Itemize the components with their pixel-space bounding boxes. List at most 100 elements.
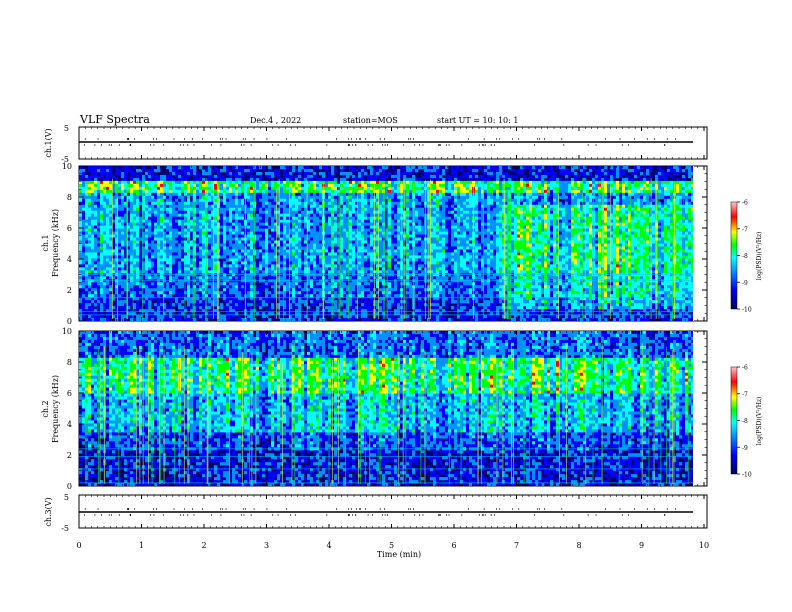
spectrogram-cell [127, 312, 131, 316]
spectrogram-cell [154, 270, 158, 274]
spectrogram-cell [181, 195, 185, 200]
spectrogram-cell [205, 222, 209, 226]
spectrogram-cell [136, 201, 140, 206]
spectrogram-cell [166, 228, 170, 232]
spectrogram-cell [364, 240, 368, 244]
spectrogram-cell [142, 264, 146, 268]
spectrogram-cell [298, 228, 302, 232]
spectrogram-cell [292, 192, 296, 197]
spectrogram-cell [112, 183, 116, 188]
spectrogram-cell [247, 210, 251, 214]
spectrogram-cell [97, 315, 101, 319]
spectrogram-cell [142, 192, 146, 197]
spectrogram-cell [142, 177, 146, 182]
spectrogram-cell [202, 210, 206, 214]
spectrogram-cell [202, 273, 206, 277]
spectrogram-cell [106, 282, 110, 286]
spectrogram-cell [100, 240, 104, 244]
spectrogram-cell [157, 267, 161, 271]
spectrogram-cell [100, 237, 104, 241]
spectrogram-cell [175, 258, 179, 262]
spectrogram-cell [157, 228, 161, 232]
spectrogram-cell [145, 237, 149, 241]
spectrogram-cell [235, 234, 239, 238]
spectrogram-cell [208, 255, 212, 259]
spectrogram-cell [163, 267, 167, 271]
spectrogram-cell [163, 297, 167, 301]
spectrogram-cell [175, 243, 179, 247]
spectrogram-cell [97, 192, 101, 197]
spectrogram-cell [364, 225, 368, 229]
spectrogram-cell [133, 288, 137, 292]
spectrogram-cell [205, 201, 209, 206]
spectrogram-cell [304, 282, 308, 286]
spectrogram-cell [130, 192, 134, 197]
spectrogram-cell [331, 300, 335, 304]
spectrogram-cell [319, 246, 323, 250]
spectrogram-cell [316, 291, 320, 295]
spectrogram-cell [337, 219, 341, 223]
spectrogram-cell [124, 204, 128, 209]
spectrogram-cell [106, 174, 110, 179]
spectrogram-cell [85, 285, 89, 289]
spectrogram-cell [127, 168, 131, 173]
spectrogram-cell [145, 261, 149, 265]
spectrogram-cell [142, 207, 146, 212]
spectrogram-cell [352, 270, 356, 274]
spectrogram-cell [298, 219, 302, 223]
spectrogram-cell [340, 252, 344, 256]
spectrogram-cell [130, 216, 134, 220]
spectrogram-cell [283, 213, 287, 217]
spectrogram-cell [163, 189, 167, 194]
spectrogram-cell [259, 186, 263, 191]
spectrogram-cell [343, 246, 347, 250]
spectrogram-cell [367, 300, 371, 304]
spectrogram-cell [100, 318, 104, 321]
spectrogram-cell [154, 246, 158, 250]
spectrogram-cell [310, 243, 314, 247]
spectrogram-cell [364, 207, 368, 212]
spectrogram-cell [298, 225, 302, 229]
spectrogram-cell [169, 282, 173, 286]
spectrogram-cell [274, 267, 278, 271]
spectrogram-cell [247, 291, 251, 295]
spectrogram-cell [184, 309, 188, 313]
spectrogram-cell [94, 168, 98, 173]
spectrogram-cell [190, 261, 194, 265]
spectrogram-cell [154, 195, 158, 200]
spectrogram-cell [112, 180, 116, 185]
spectrogram-cell [313, 183, 317, 188]
spectrogram-cell [265, 186, 269, 191]
spectrogram-cell [100, 204, 104, 209]
spectrogram-cell [295, 177, 299, 182]
spectrogram-cell [139, 258, 143, 262]
spectrogram-cell [88, 207, 92, 212]
spectrogram-cell [238, 204, 242, 209]
spectrogram-cell [304, 166, 308, 170]
spectrogram-cell [334, 207, 338, 212]
spectrogram-cell [88, 273, 92, 277]
spectrogram-cell [286, 204, 290, 209]
spectrogram-cell [313, 246, 317, 250]
spectrogram-cell [376, 306, 380, 310]
spectrogram-cell [172, 168, 176, 173]
spectrogram-cell [238, 282, 242, 286]
spectrogram-cell [337, 285, 341, 289]
spectrogram-cell [310, 183, 314, 188]
spectrogram-cell [277, 225, 281, 229]
spectrogram-cell [109, 168, 113, 173]
spectrogram-cell [79, 240, 83, 244]
spectrogram-cell [259, 210, 263, 214]
spectrogram-cell [91, 318, 95, 321]
spectrogram-cell [193, 285, 197, 289]
spectrogram-cell [181, 294, 185, 298]
spectrogram-cell [130, 195, 134, 200]
spectrogram-cell [304, 171, 308, 176]
spectrogram-cell [265, 192, 269, 197]
spectrogram-cell [241, 273, 245, 277]
spectrogram-cell [85, 258, 89, 262]
spectrogram-cell [94, 246, 98, 250]
spectrogram-cell [106, 258, 110, 262]
spectrogram-cell [106, 261, 110, 265]
spectrogram-cell [256, 216, 260, 220]
